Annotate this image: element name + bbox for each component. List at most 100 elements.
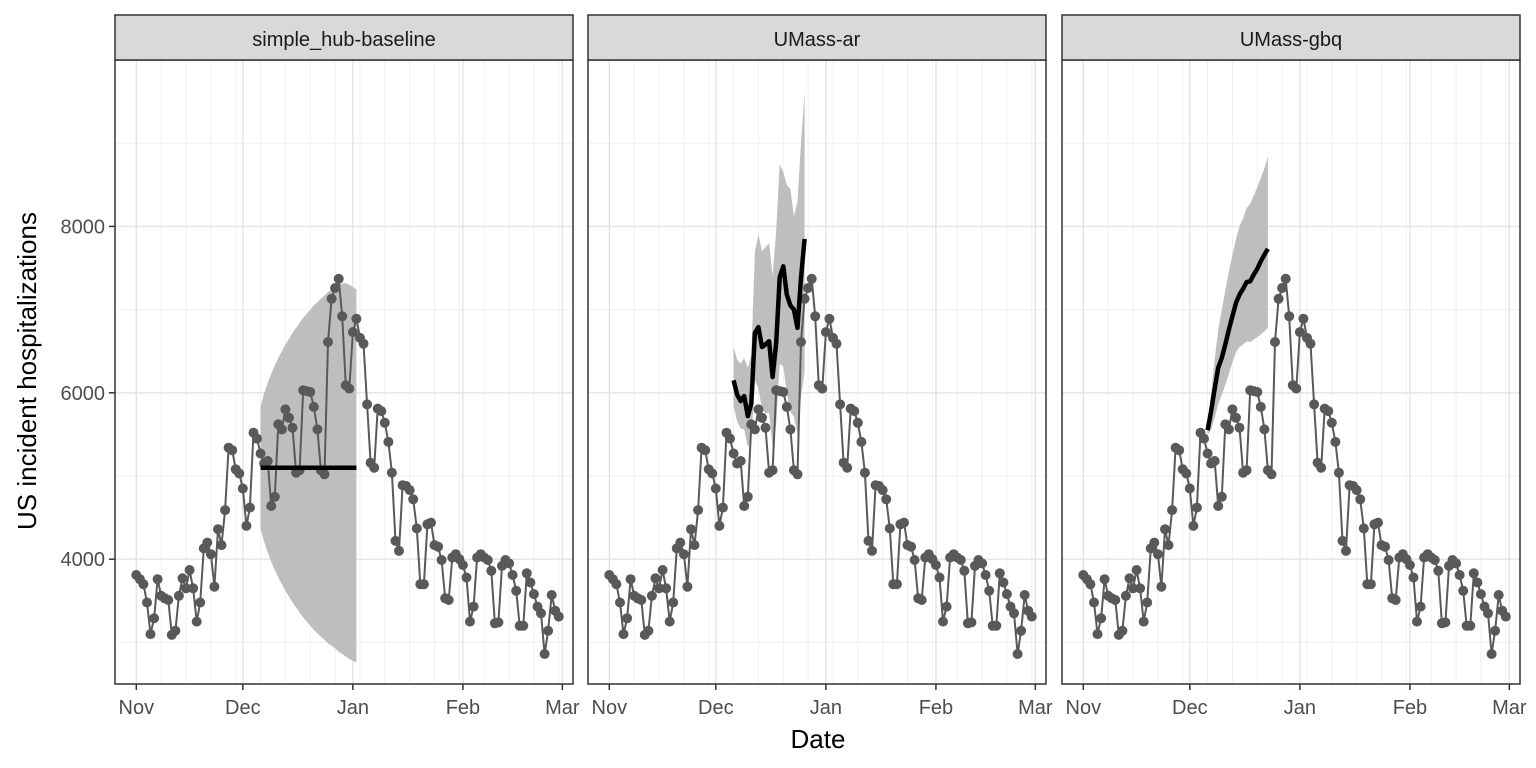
observed-point	[202, 537, 213, 548]
prediction-interval-band	[260, 283, 357, 663]
x-tick-label: Mar	[545, 697, 580, 719]
x-tick-label: Jan	[810, 697, 842, 719]
observed-point	[867, 545, 877, 556]
observed-point	[1358, 523, 1369, 534]
observed-point	[418, 579, 429, 590]
observed-point	[1266, 469, 1277, 480]
observed-point	[337, 311, 348, 322]
observed-point	[668, 597, 679, 608]
observed-point	[284, 412, 294, 423]
observed-point	[1451, 558, 1462, 569]
observed-point	[1284, 311, 1295, 322]
observed-point	[930, 560, 941, 570]
y-tick-label: 4000	[61, 549, 106, 571]
observed-point	[1009, 608, 1019, 619]
observed-point	[1001, 589, 1012, 600]
facet-panel-2: UMass-ar Nov Dec Jan Feb Mar	[587, 14, 1053, 719]
observed-point	[1120, 590, 1131, 601]
observed-point	[781, 401, 792, 412]
observed-point	[1110, 595, 1121, 605]
observed-point	[1429, 555, 1440, 565]
y-tick-label: 8000	[61, 216, 106, 238]
observed-point	[1209, 456, 1220, 466]
observed-point	[707, 468, 718, 479]
x-tick-label: Jan	[337, 697, 369, 719]
observed-point	[980, 570, 991, 580]
observed-point	[1472, 577, 1483, 588]
observed-point	[1191, 502, 1202, 513]
observed-point	[411, 523, 422, 534]
observed-point	[1333, 467, 1344, 478]
observed-point	[457, 560, 468, 570]
forecast-median-line	[731, 238, 807, 419]
observed-point	[173, 590, 184, 601]
observed-point	[465, 616, 475, 627]
observed-point	[163, 595, 174, 605]
observed-point	[1309, 399, 1320, 410]
observed-point	[803, 283, 814, 293]
facet-strip-label: UMass-gbq	[1240, 29, 1342, 51]
observed-point	[842, 462, 853, 473]
observed-point	[622, 613, 633, 624]
observed-point	[1012, 649, 1023, 659]
observed-point	[824, 313, 835, 324]
observed-point	[760, 422, 771, 433]
observed-point	[308, 401, 319, 412]
observed-point	[269, 491, 280, 502]
observed-point	[504, 558, 515, 569]
observed-point	[966, 617, 977, 628]
observed-point	[909, 555, 920, 565]
observed-point	[376, 406, 387, 417]
observed-point	[735, 456, 746, 466]
forecast-median-line	[1205, 247, 1270, 431]
facet-strip	[587, 14, 1047, 61]
observed-point	[689, 540, 700, 551]
observed-point	[1142, 597, 1153, 608]
facet-strip	[1061, 14, 1521, 61]
observed-point	[742, 491, 753, 502]
observed-point	[369, 462, 380, 473]
observed-point	[220, 505, 231, 516]
observed-point	[408, 494, 419, 505]
observed-point	[1089, 597, 1099, 608]
observed-point	[287, 422, 298, 433]
observed-point	[1412, 616, 1422, 627]
facet-strip-label: UMass-ar	[774, 29, 861, 51]
observed-point	[1365, 579, 1376, 590]
observed-point	[657, 565, 668, 575]
observed-point	[1273, 293, 1284, 304]
observed-point	[852, 417, 863, 428]
observed-point	[799, 293, 810, 304]
observed-point	[1280, 273, 1291, 284]
observed-point	[1440, 617, 1451, 628]
observed-point	[1181, 468, 1192, 479]
x-axis-title: Date	[791, 724, 846, 754]
observed-point	[149, 613, 160, 624]
observed-point	[330, 283, 341, 293]
observed-point	[443, 595, 454, 605]
observed-point	[280, 404, 291, 415]
observed-point	[1468, 568, 1479, 579]
observed-point	[664, 616, 675, 627]
observed-point	[351, 313, 362, 324]
observed-point	[244, 502, 255, 513]
observed-point	[654, 583, 664, 594]
facet-strip	[114, 14, 574, 61]
observed-point	[757, 412, 767, 423]
observed-point	[998, 577, 1009, 588]
observed-point	[1160, 524, 1170, 535]
observed-point	[188, 583, 199, 594]
x-tick-label: Dec	[225, 697, 261, 719]
observed-point	[543, 625, 554, 636]
observed-point	[714, 520, 725, 531]
observed-point	[213, 524, 223, 535]
observed-point	[785, 424, 796, 435]
observed-point	[1163, 540, 1174, 551]
observed-point	[1234, 422, 1245, 433]
observed-point	[1199, 433, 1209, 444]
x-tick-label: Mar	[1018, 697, 1053, 719]
observed-point	[152, 574, 163, 585]
x-tick-label: Jan	[1284, 697, 1316, 719]
observed-point	[507, 570, 518, 580]
observed-point	[1255, 401, 1266, 412]
